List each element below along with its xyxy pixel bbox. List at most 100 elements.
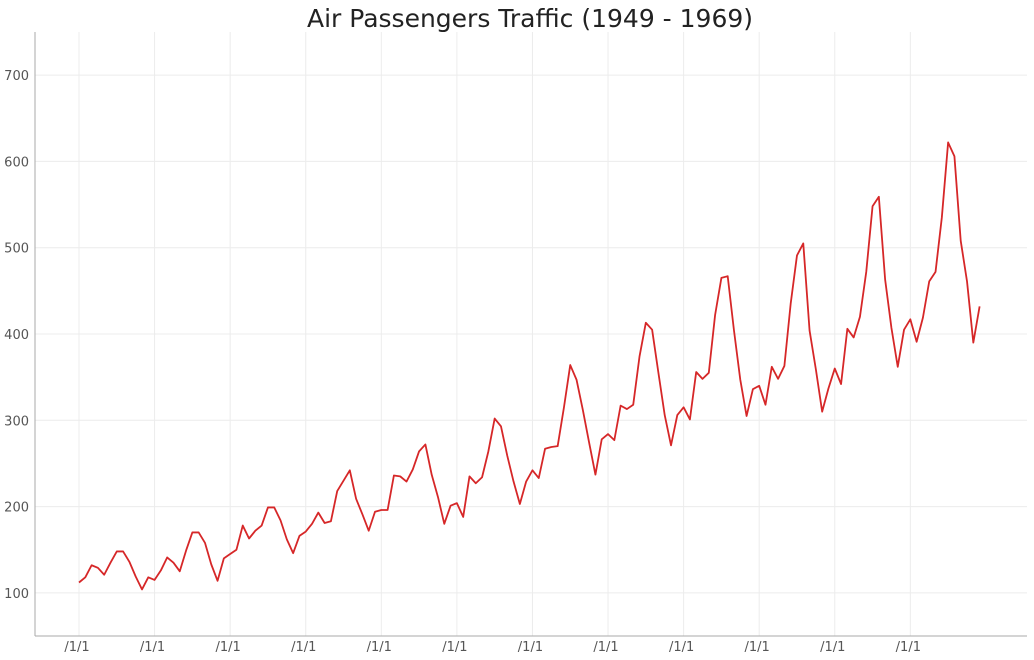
data-point	[343, 480, 345, 482]
data-point	[727, 275, 729, 277]
data-point	[286, 538, 288, 540]
data-point	[519, 503, 521, 505]
data-point	[513, 481, 515, 483]
x-tick-label: /1/1	[896, 640, 921, 655]
data-point	[733, 330, 735, 332]
data-point	[84, 576, 86, 578]
data-point	[254, 530, 256, 532]
data-point	[229, 553, 231, 555]
data-point	[746, 415, 748, 417]
data-point	[412, 468, 414, 470]
data-point	[720, 277, 722, 279]
y-tick-label: 700	[4, 69, 29, 84]
y-tick-label: 400	[4, 328, 29, 343]
data-point	[462, 516, 464, 518]
data-point	[185, 550, 187, 552]
data-point	[468, 475, 470, 477]
data-point	[639, 355, 641, 357]
x-tick-label: /1/1	[367, 640, 392, 655]
x-tick-label: /1/1	[745, 640, 770, 655]
data-point	[311, 523, 313, 525]
data-point	[557, 445, 559, 447]
data-point	[450, 505, 452, 507]
x-tick-label: /1/1	[820, 640, 845, 655]
x-tick-label: /1/1	[140, 640, 165, 655]
y-tick-label: 600	[4, 155, 29, 170]
data-point	[235, 549, 237, 551]
data-point	[280, 519, 282, 521]
data-point	[204, 542, 206, 544]
y-tick-label: 500	[4, 242, 29, 257]
data-point	[714, 314, 716, 316]
data-point	[834, 368, 836, 370]
data-point	[487, 450, 489, 452]
data-point	[292, 552, 294, 554]
data-point	[91, 564, 93, 566]
data-point	[815, 368, 817, 370]
data-point	[922, 317, 924, 319]
data-point	[336, 490, 338, 492]
data-point	[941, 217, 943, 219]
data-point	[147, 576, 149, 578]
data-point	[607, 433, 609, 435]
data-point	[191, 531, 193, 533]
data-point	[172, 562, 174, 564]
data-point	[248, 538, 250, 540]
data-point	[890, 327, 892, 329]
data-point	[387, 509, 389, 511]
data-point	[588, 442, 590, 444]
data-point	[601, 438, 603, 440]
data-point	[563, 406, 565, 408]
data-point	[689, 418, 691, 420]
data-point	[821, 411, 823, 413]
x-tick-label: /1/1	[518, 640, 543, 655]
data-point	[903, 329, 905, 331]
data-point	[166, 556, 168, 558]
data-point	[739, 379, 741, 381]
data-point	[550, 446, 552, 448]
data-point	[853, 336, 855, 338]
data-point	[966, 280, 968, 282]
data-point	[374, 511, 376, 513]
data-point	[809, 330, 811, 332]
data-point	[424, 443, 426, 445]
data-point	[632, 404, 634, 406]
data-point	[708, 372, 710, 374]
data-point	[771, 366, 773, 368]
data-point	[840, 383, 842, 385]
chart-title: Air Passengers Traffic (1949 - 1969)	[306, 4, 754, 33]
data-point	[953, 155, 955, 157]
data-point	[179, 570, 181, 572]
data-point	[897, 366, 899, 368]
data-point	[538, 477, 540, 479]
data-point	[928, 280, 930, 282]
data-point	[878, 196, 880, 198]
data-point	[135, 575, 137, 577]
x-tick-label: /1/1	[442, 640, 467, 655]
data-point	[500, 425, 502, 427]
data-point	[645, 322, 647, 324]
data-point	[223, 557, 225, 559]
data-point	[317, 512, 319, 514]
data-point	[916, 341, 918, 343]
data-point	[670, 444, 672, 446]
data-point	[683, 406, 685, 408]
data-point	[116, 550, 118, 552]
data-point	[582, 409, 584, 411]
data-point	[569, 364, 571, 366]
data-point	[122, 550, 124, 552]
data-point	[267, 506, 269, 508]
data-point	[210, 563, 212, 565]
data-point	[128, 561, 130, 563]
data-point	[330, 520, 332, 522]
x-tick-label: /1/1	[64, 640, 89, 655]
data-point	[368, 530, 370, 532]
data-point	[802, 242, 804, 244]
data-point	[361, 513, 363, 515]
data-point	[777, 378, 779, 380]
data-point	[261, 525, 263, 527]
data-point	[620, 405, 622, 407]
data-point	[355, 498, 357, 500]
